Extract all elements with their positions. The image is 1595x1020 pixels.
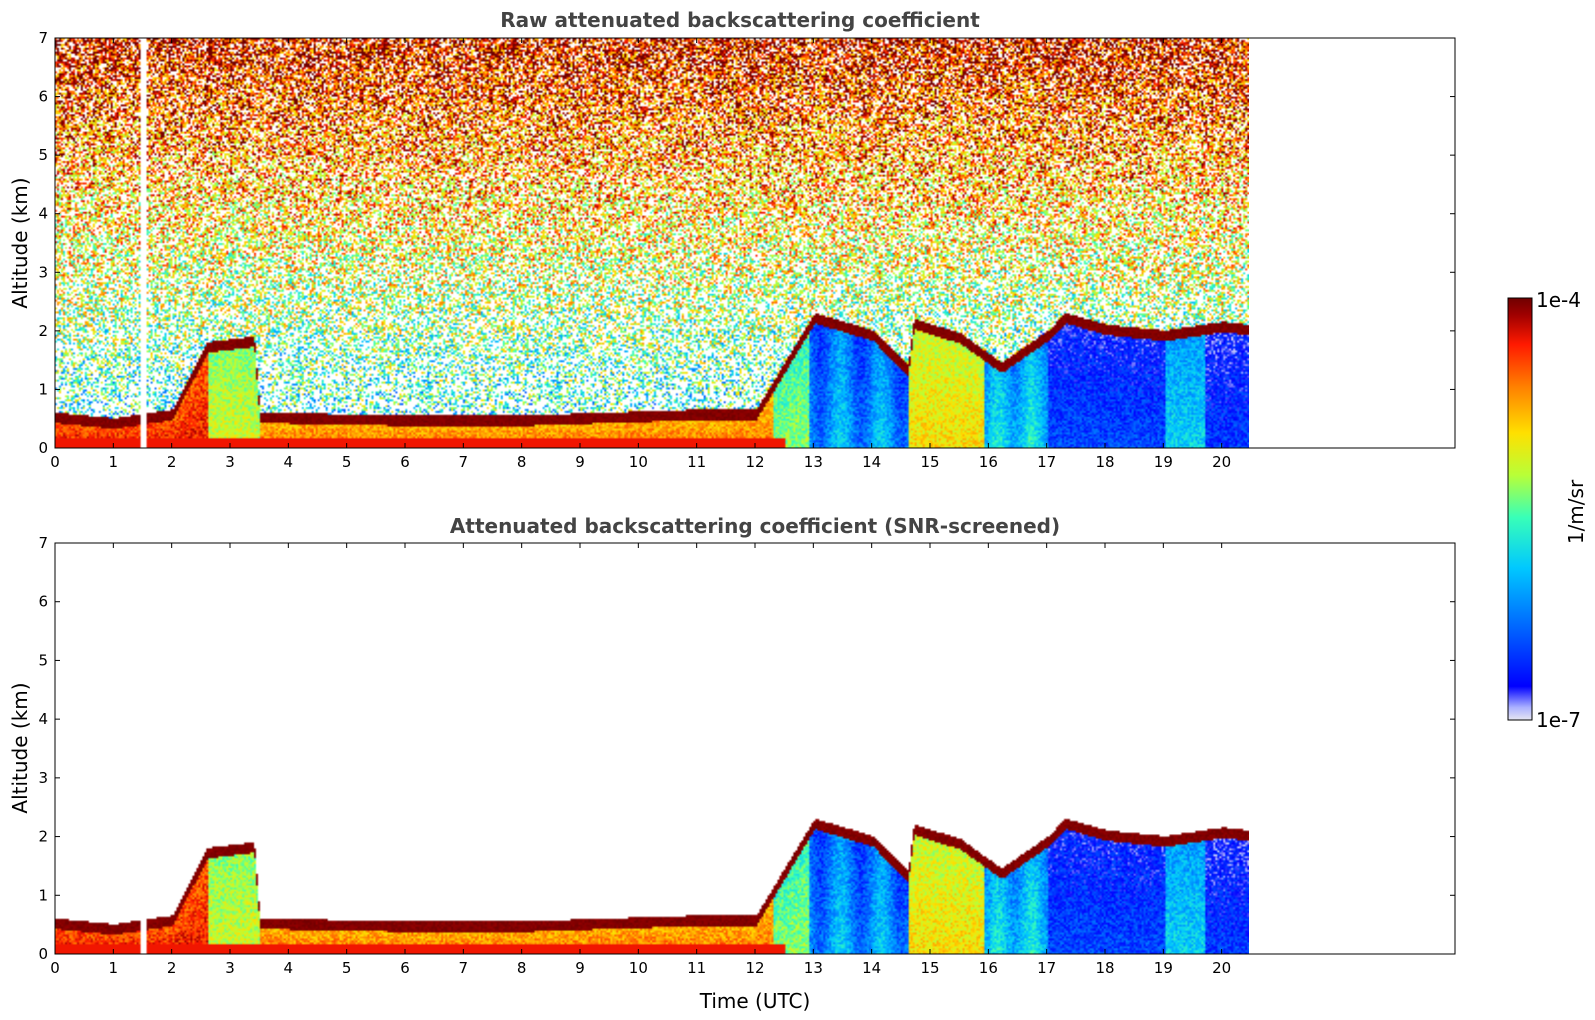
panel-screened-xtick-label: 7 xyxy=(459,959,469,977)
panel-raw-ytick-label: 7 xyxy=(38,29,48,47)
panel-screened-ytick-label: 5 xyxy=(38,651,48,669)
panel-raw-xtick-label: 11 xyxy=(687,453,706,471)
panel-raw-ytick-label: 0 xyxy=(38,439,48,457)
panel-raw-xtick-label: 20 xyxy=(1212,453,1231,471)
panel-screened-title: Attenuated backscattering coefficient (S… xyxy=(450,514,1060,538)
panel-raw-xtick-label: 0 xyxy=(50,453,60,471)
panel-screened-ytick-label: 3 xyxy=(38,769,48,787)
panel-raw-xtick-label: 9 xyxy=(575,453,585,471)
panel-raw-title: Raw attenuated backscattering coefficien… xyxy=(500,8,980,32)
panel-screened-xtick-label: 1 xyxy=(109,959,119,977)
panel-raw-xtick-label: 14 xyxy=(862,453,881,471)
panel-raw-xtick-label: 4 xyxy=(284,453,294,471)
panel-raw-ytick-label: 5 xyxy=(38,146,48,164)
panel-screened-xtick-label: 20 xyxy=(1212,959,1231,977)
panel-raw-ylabel: Altitude (km) xyxy=(8,177,32,308)
panel-raw-ytick-label: 1 xyxy=(38,380,48,398)
panel-raw-xtick-label: 3 xyxy=(225,453,235,471)
panel-raw-xtick-label: 2 xyxy=(167,453,177,471)
panel-raw-xtick-label: 16 xyxy=(979,453,998,471)
panel-raw-xtick-label: 12 xyxy=(745,453,764,471)
panel-raw-xtick-label: 1 xyxy=(109,453,119,471)
panel-raw-xtick-label: 6 xyxy=(400,453,410,471)
panel-screened-xtick-label: 10 xyxy=(629,959,648,977)
panel-screened-xtick-label: 2 xyxy=(167,959,177,977)
panel-screened-ytick-label: 6 xyxy=(38,593,48,611)
panel-raw-heatmap xyxy=(55,38,1249,448)
colorbar: 1e-4 1e-7 1/m/sr xyxy=(1507,288,1588,732)
panel-screened-ytick-label: 0 xyxy=(38,945,48,963)
panel-screened-ylabel: Altitude (km) xyxy=(8,682,32,813)
panel-screened-xtick-label: 17 xyxy=(1037,959,1056,977)
panel-screened-xtick-label: 14 xyxy=(862,959,881,977)
panel-screened-ytick-label: 7 xyxy=(38,534,48,552)
panel-raw-ytick-label: 4 xyxy=(38,205,48,223)
panel-screened-xtick-label: 15 xyxy=(920,959,939,977)
panel-screened-xtick-label: 3 xyxy=(225,959,235,977)
colorbar-min-label: 1e-7 xyxy=(1536,708,1581,732)
panel-raw-xtick-label: 13 xyxy=(804,453,823,471)
panel-screened-heatmap xyxy=(55,543,1249,954)
panel-raw-xtick-label: 15 xyxy=(920,453,939,471)
panel-raw-ytick-label: 3 xyxy=(38,263,48,281)
colorbar-unit-label: 1/m/sr xyxy=(1564,479,1588,544)
panel-screened-xtick-label: 0 xyxy=(50,959,60,977)
panel-screened-xtick-label: 12 xyxy=(745,959,764,977)
panel-screened-xtick-label: 5 xyxy=(342,959,352,977)
panel-screened-xtick-label: 6 xyxy=(400,959,410,977)
panel-raw-xtick-label: 8 xyxy=(517,453,527,471)
panel-raw-heatmap-image xyxy=(55,38,1249,448)
panel-screened-xtick-label: 9 xyxy=(575,959,585,977)
panel-screened-xtick-label: 19 xyxy=(1154,959,1173,977)
panel-raw-ytick-label: 2 xyxy=(38,322,48,340)
panel-raw-xtick-label: 18 xyxy=(1095,453,1114,471)
panel-screened-heatmap-image xyxy=(55,543,1249,954)
panel-screened-ytick-label: 1 xyxy=(38,886,48,904)
panel-raw-xtick-label: 5 xyxy=(342,453,352,471)
panel-screened-ytick-label: 4 xyxy=(38,710,48,728)
panel-screened-xlabel: Time (UTC) xyxy=(699,989,811,1013)
panel-raw-xtick-label: 10 xyxy=(629,453,648,471)
panel-raw: Raw attenuated backscattering coefficien… xyxy=(8,8,1456,471)
panel-screened-xtick-label: 4 xyxy=(284,959,294,977)
colorbar-gradient xyxy=(1507,297,1533,721)
panel-screened-xtick-label: 13 xyxy=(804,959,823,977)
panel-screened-xtick-label: 16 xyxy=(979,959,998,977)
panel-raw-ytick-label: 6 xyxy=(38,88,48,106)
panel-screened: Attenuated backscattering coefficient (S… xyxy=(8,514,1456,1013)
panel-raw-xtick-label: 19 xyxy=(1154,453,1173,471)
panel-screened-ytick-label: 2 xyxy=(38,828,48,846)
colorbar-max-label: 1e-4 xyxy=(1536,288,1581,312)
panel-screened-xtick-label: 18 xyxy=(1095,959,1114,977)
panel-screened-xtick-label: 8 xyxy=(517,959,527,977)
panel-raw-xtick-label: 17 xyxy=(1037,453,1056,471)
panel-raw-xtick-label: 7 xyxy=(459,453,469,471)
panel-screened-xtick-label: 11 xyxy=(687,959,706,977)
